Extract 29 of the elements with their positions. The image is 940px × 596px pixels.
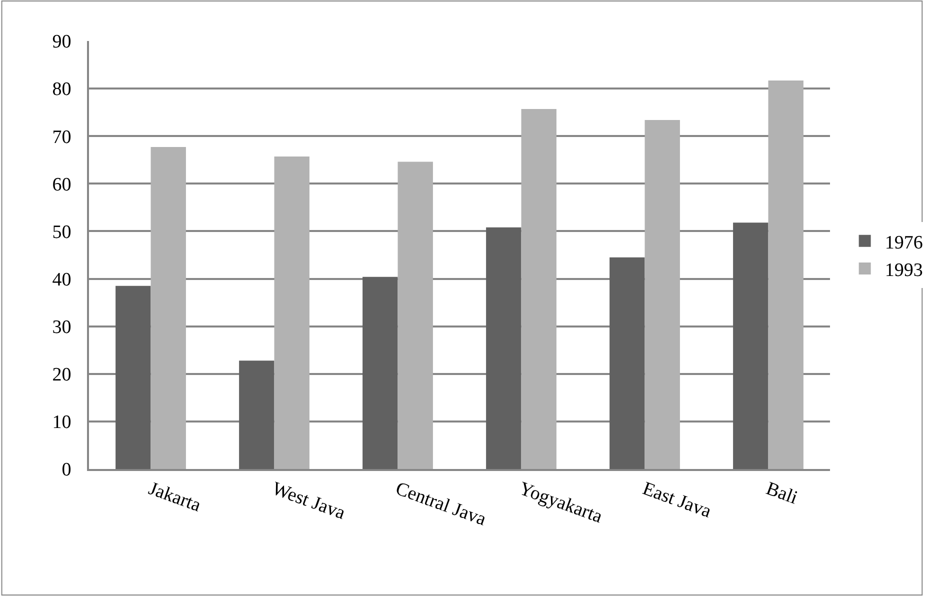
y-tick-label: 20 [52,364,72,386]
bar [733,222,768,469]
y-tick-label: 40 [52,269,72,290]
x-tick-label: East Java [640,478,714,522]
bar [274,156,310,469]
y-tick-label: 50 [52,222,72,243]
bar [768,80,804,469]
bar [486,227,522,469]
bar [362,276,398,469]
y-tick-label: 80 [52,79,72,100]
x-tick-label: Jakarta [146,478,204,517]
x-tick-label: Bali [763,478,800,509]
legend-label: 1993 [884,260,923,281]
bar [150,147,186,469]
bar [398,162,433,469]
bar [610,257,645,469]
y-tick-label: 60 [52,174,72,196]
bar [521,109,556,469]
y-tick-label: 0 [62,460,72,481]
bar [644,120,680,469]
bar [116,286,151,469]
y-tick-label: 10 [52,412,72,434]
y-tick-label: 30 [52,316,72,338]
bar [239,360,274,469]
x-tick-label: Central Java [392,478,490,530]
y-tick-label: 70 [52,126,72,148]
x-tick-label: West Java [269,478,348,524]
y-tick-label: 90 [52,32,72,53]
legend-label: 1976 [884,232,923,254]
